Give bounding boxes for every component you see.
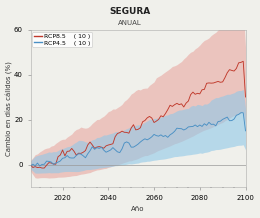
Text: SEGURA: SEGURA [109,7,151,15]
X-axis label: Año: Año [131,206,145,213]
Y-axis label: Cambio en días cálidos (%): Cambio en días cálidos (%) [5,61,12,156]
Legend: RCP8.5    ( 10 ), RCP4.5    ( 10 ): RCP8.5 ( 10 ), RCP4.5 ( 10 ) [32,32,92,48]
Text: ANUAL: ANUAL [118,20,142,26]
